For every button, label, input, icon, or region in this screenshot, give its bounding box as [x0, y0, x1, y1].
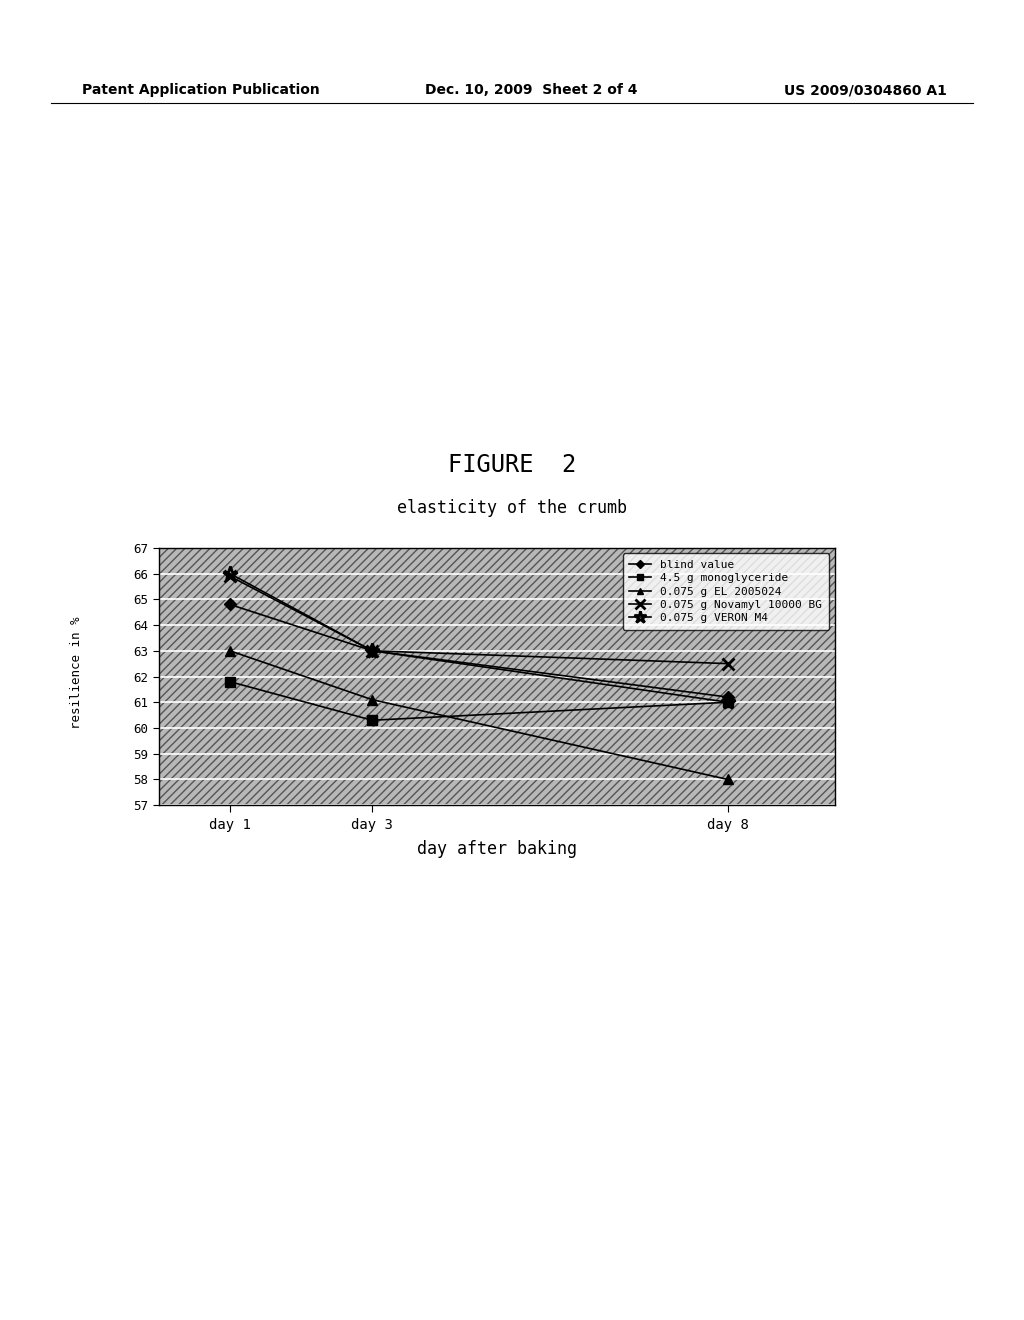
Bar: [159, 574, 835, 599]
Bar: [159, 599, 835, 626]
Bar: [159, 626, 835, 651]
Text: resilience in %: resilience in %: [71, 616, 83, 730]
Bar: [159, 548, 835, 574]
Text: FIGURE  2: FIGURE 2: [447, 453, 577, 477]
Text: day after baking: day after baking: [417, 840, 577, 858]
Legend: blind value, 4.5 g monoglyceride, 0.075 g EL 2005024, 0.075 g Novamyl 10000 BG, : blind value, 4.5 g monoglyceride, 0.075 …: [623, 553, 829, 630]
Bar: [159, 702, 835, 729]
Bar: [159, 779, 835, 805]
Text: US 2009/0304860 A1: US 2009/0304860 A1: [784, 83, 947, 98]
Text: elasticity of the crumb: elasticity of the crumb: [397, 499, 627, 517]
Bar: [159, 651, 835, 677]
Bar: [159, 754, 835, 779]
Text: Dec. 10, 2009  Sheet 2 of 4: Dec. 10, 2009 Sheet 2 of 4: [425, 83, 638, 98]
Bar: [159, 677, 835, 702]
Bar: [159, 729, 835, 754]
Text: Patent Application Publication: Patent Application Publication: [82, 83, 319, 98]
